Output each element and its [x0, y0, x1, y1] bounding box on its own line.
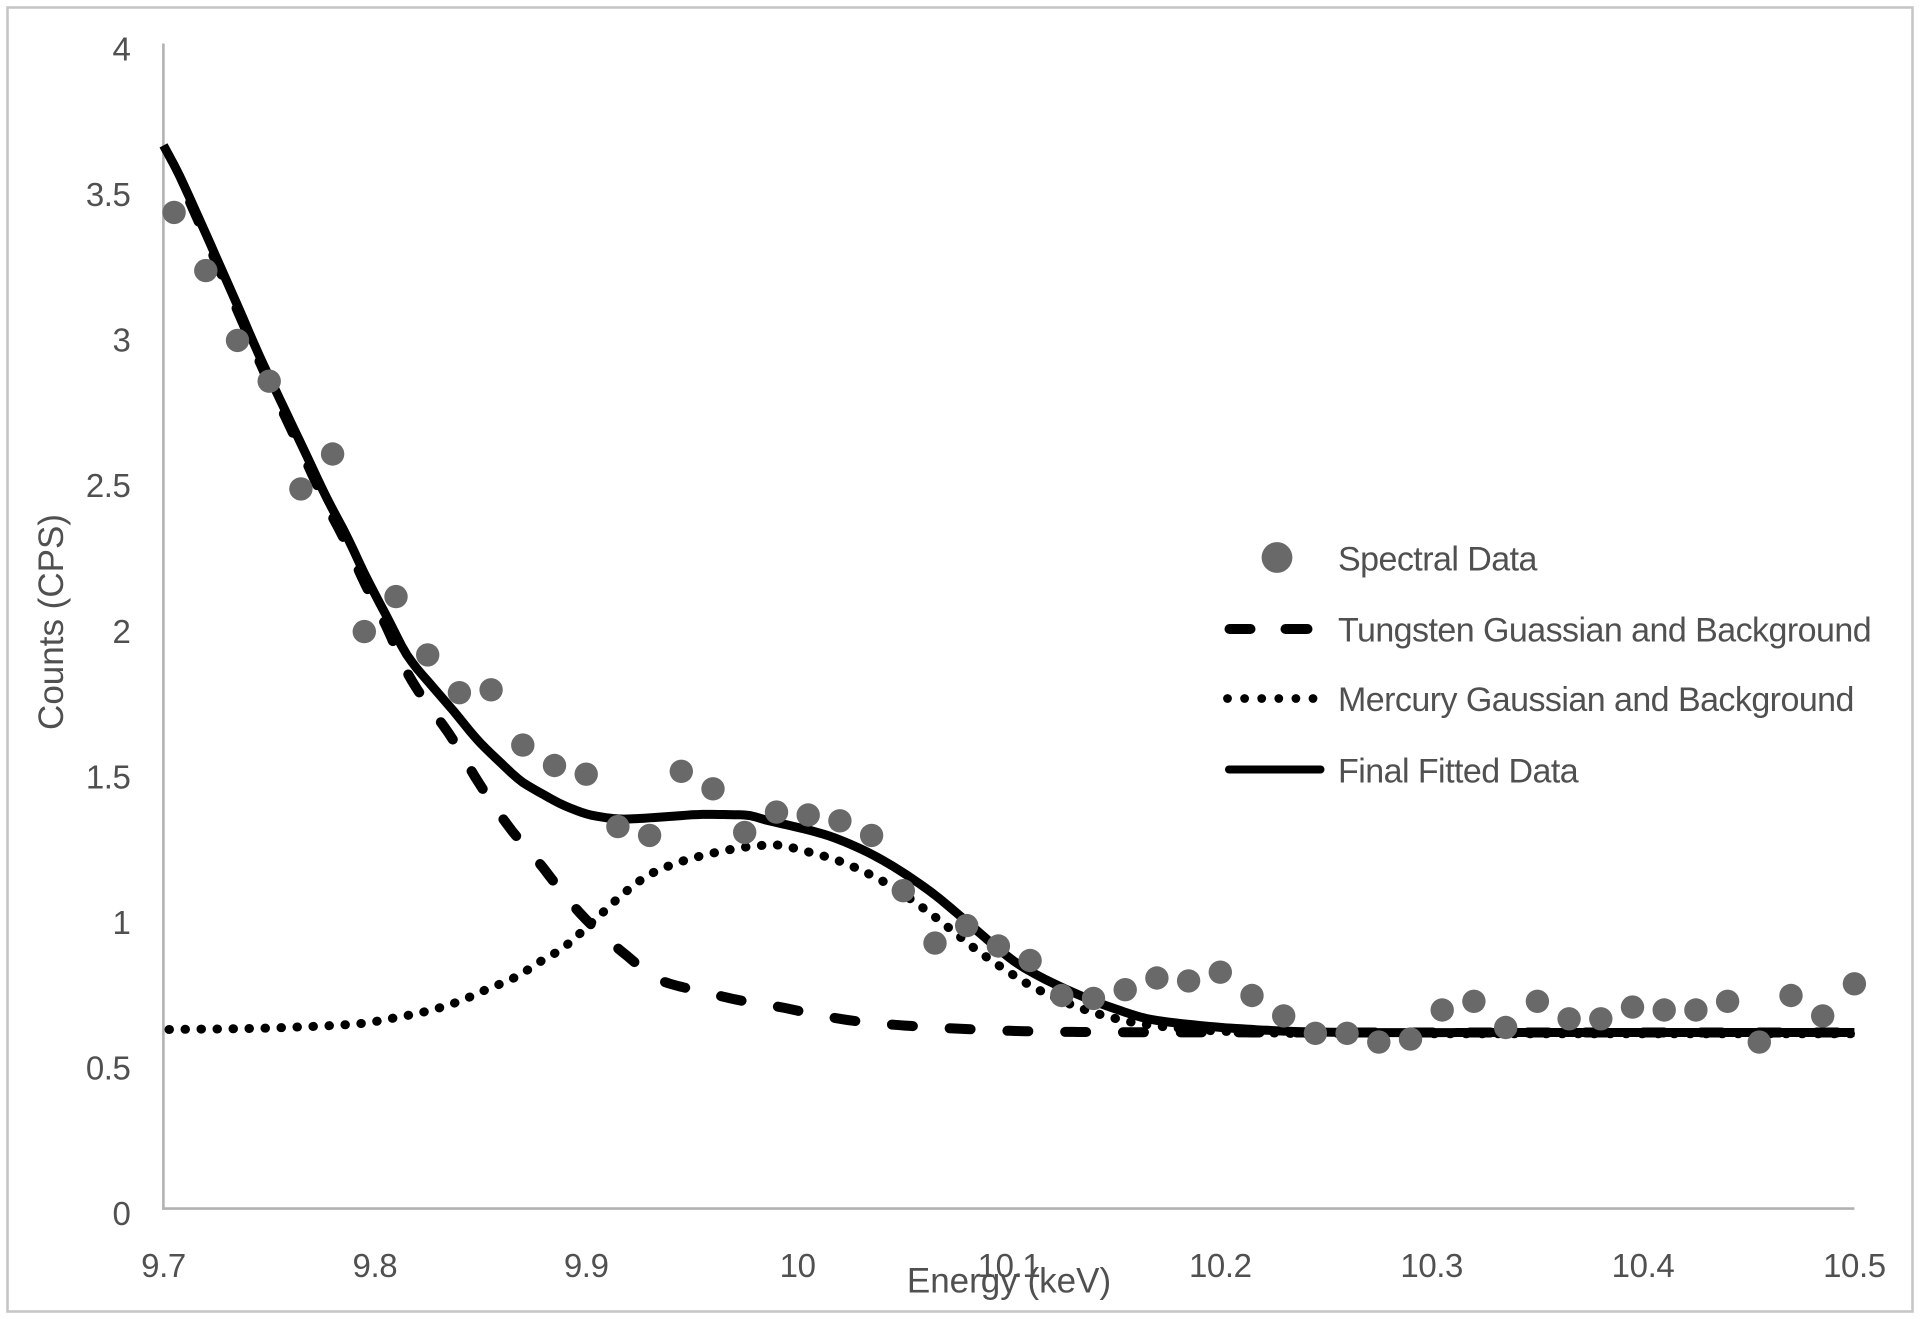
svg-text:Mercury Gaussian and Backgroun: Mercury Gaussian and Background [1338, 681, 1854, 719]
svg-text:Counts (CPS): Counts (CPS) [32, 514, 71, 730]
svg-text:9.8: 9.8 [353, 1247, 398, 1284]
svg-text:2: 2 [113, 613, 131, 650]
svg-text:10.3: 10.3 [1400, 1247, 1463, 1284]
svg-text:10.5: 10.5 [1823, 1247, 1886, 1284]
svg-text:Tungsten Guassian and Backgrou: Tungsten Guassian and Background [1338, 612, 1871, 650]
svg-text:3: 3 [113, 322, 131, 359]
svg-text:0: 0 [113, 1195, 131, 1232]
svg-text:9.9: 9.9 [564, 1247, 609, 1284]
svg-text:Energy (keV): Energy (keV) [907, 1262, 1111, 1301]
svg-text:2.5: 2.5 [86, 467, 131, 504]
svg-text:Spectral Data: Spectral Data [1338, 541, 1537, 579]
svg-text:10: 10 [780, 1247, 816, 1284]
svg-text:Final Fitted Data: Final Fitted Data [1338, 753, 1579, 791]
svg-text:10.2: 10.2 [1189, 1247, 1252, 1284]
svg-text:1.5: 1.5 [86, 758, 131, 795]
svg-text:4: 4 [113, 31, 131, 68]
svg-text:1: 1 [113, 904, 131, 941]
svg-text:3.5: 3.5 [86, 176, 131, 213]
svg-text:9.7: 9.7 [141, 1247, 186, 1284]
svg-text:10.4: 10.4 [1612, 1247, 1675, 1284]
svg-text:10.1: 10.1 [978, 1247, 1041, 1284]
svg-text:0.5: 0.5 [86, 1049, 131, 1086]
